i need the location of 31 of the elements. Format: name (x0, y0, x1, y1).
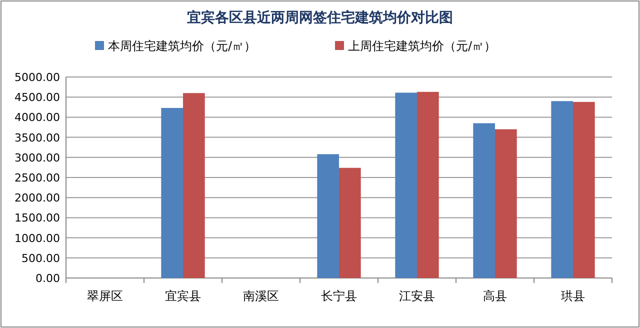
y-tick-label: 2000.00 (14, 192, 60, 205)
bar (573, 102, 595, 278)
y-tick-label: 3500.00 (14, 131, 60, 144)
legend-label: 上周住宅建筑均价（元/㎡） (348, 39, 496, 53)
y-tick-label: 4000.00 (14, 111, 60, 124)
bar (395, 92, 417, 278)
y-tick-label: 500.00 (22, 252, 60, 265)
bar (317, 154, 339, 278)
bar (495, 129, 517, 278)
y-tick-label: 5000.00 (14, 71, 60, 84)
legend-label: 本周住宅建筑均价（元/㎡） (108, 39, 256, 53)
bar (417, 92, 439, 278)
y-tick-label: 1000.00 (14, 232, 60, 245)
bar (183, 93, 205, 278)
x-tick-label: 宜宾县 (165, 289, 201, 303)
bar (551, 101, 573, 278)
x-tick-label: 南溪区 (243, 289, 279, 303)
y-tick-label: 0.00 (36, 272, 60, 285)
bar (161, 108, 183, 278)
x-tick-label: 江安县 (399, 289, 435, 303)
x-tick-label: 高县 (483, 289, 507, 303)
bar (473, 123, 495, 278)
bar (339, 168, 361, 278)
x-tick-label: 珙县 (561, 289, 585, 303)
y-tick-label: 3000.00 (14, 151, 60, 164)
y-tick-label: 1500.00 (14, 212, 60, 225)
y-tick-label: 4500.00 (14, 91, 60, 104)
y-tick-label: 2500.00 (14, 172, 60, 184)
x-tick-label: 长宁县 (321, 289, 357, 303)
x-tick-label: 翠屏区 (87, 289, 123, 303)
chart-title: 宜宾各区县近两周网签住宅建筑均价对比图 (187, 9, 453, 26)
